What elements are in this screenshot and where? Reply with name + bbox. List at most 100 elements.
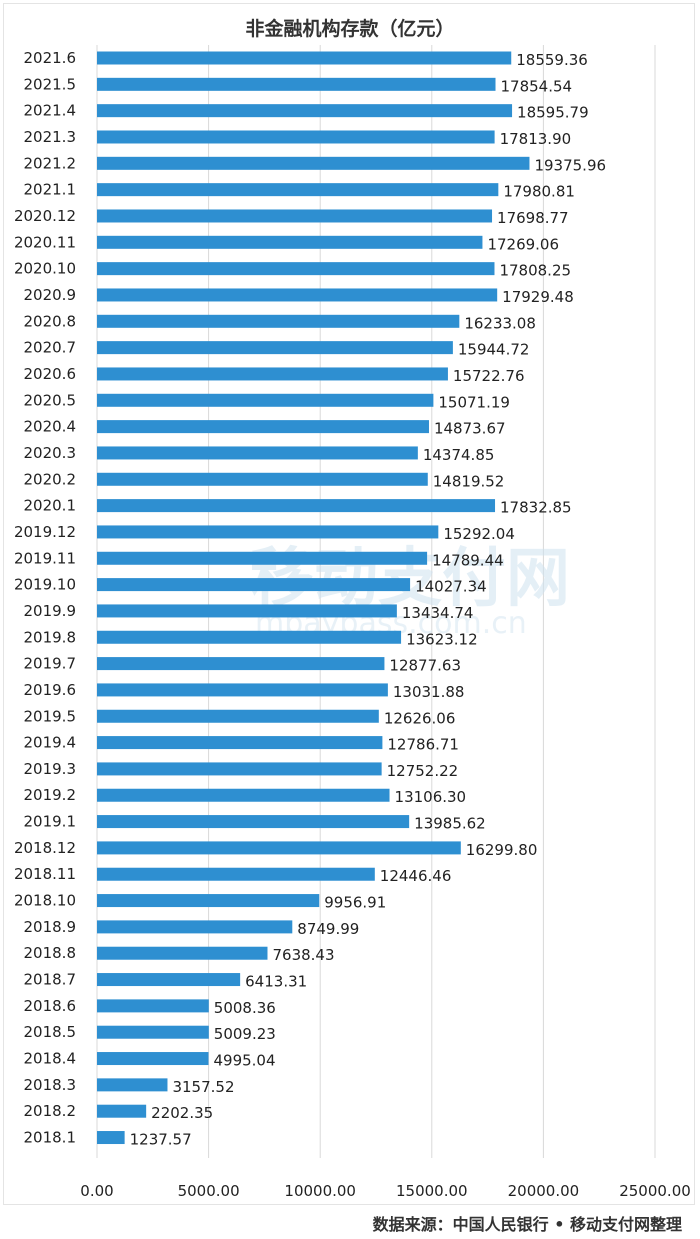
category-label: 2018.5 xyxy=(24,1023,77,1041)
category-label: 2019.10 xyxy=(14,576,76,594)
value-label: 15071.19 xyxy=(438,393,510,411)
x-tick-labels: 0.00 5000.00 10000.00 15000.00 20000.00 25000… xyxy=(80,1182,690,1200)
category-label: 2019.7 xyxy=(24,655,77,673)
x-tick-label: 0.00 xyxy=(80,1182,113,1200)
value-label: 12877.63 xyxy=(389,657,461,675)
bar xyxy=(97,815,410,829)
bar xyxy=(97,1104,147,1118)
x-tick-label: 5000.00 xyxy=(178,1182,240,1200)
category-label: 2018.11 xyxy=(14,865,76,883)
category-label: 2019.11 xyxy=(14,549,76,567)
bar xyxy=(97,499,496,513)
value-label: 18595.79 xyxy=(517,104,589,122)
bar xyxy=(97,946,268,960)
bar xyxy=(97,183,499,197)
value-label: 16233.08 xyxy=(464,314,536,332)
category-label: 2019.3 xyxy=(24,760,77,778)
category-labels: 2021.6 2021.5 2021.4 2021.3 2021.2 2021.1 2020… xyxy=(14,49,76,1147)
category-label: 2020.1 xyxy=(24,497,77,515)
value-label: 9956.91 xyxy=(324,894,386,912)
bar xyxy=(97,367,448,381)
value-label: 15722.76 xyxy=(453,367,525,385)
x-tick-label: 20000.00 xyxy=(508,1182,580,1200)
bar xyxy=(97,525,439,539)
value-label: 17929.48 xyxy=(502,288,574,306)
value-label: 17813.90 xyxy=(500,130,572,148)
category-label: 2021.4 xyxy=(24,102,77,120)
category-label: 2019.6 xyxy=(24,681,77,699)
value-label: 17698.77 xyxy=(497,209,569,227)
bar xyxy=(97,156,530,170)
value-labels: 18559.36 17854.54 18595.79 17813.90 19375.96… xyxy=(130,51,606,1149)
category-label: 2019.8 xyxy=(24,628,77,646)
bar xyxy=(97,314,460,328)
x-tick-label: 15000.00 xyxy=(396,1182,468,1200)
category-label: 2020.8 xyxy=(24,312,77,330)
category-label: 2020.9 xyxy=(24,286,77,304)
bar xyxy=(97,894,320,908)
value-label: 5009.23 xyxy=(214,1025,276,1043)
value-label: 7638.43 xyxy=(272,946,334,964)
bars xyxy=(97,51,530,1145)
value-label: 13031.88 xyxy=(393,683,465,701)
bar xyxy=(97,1131,125,1145)
bar xyxy=(97,1025,209,1039)
bar xyxy=(97,77,496,91)
bar xyxy=(97,393,434,407)
x-tick-label: 25000.00 xyxy=(619,1182,691,1200)
value-label: 15292.04 xyxy=(443,525,515,543)
value-label: 12786.71 xyxy=(387,736,459,754)
value-label: 18559.36 xyxy=(516,51,588,69)
grid-lines xyxy=(96,45,656,1158)
value-label: 17808.25 xyxy=(499,262,571,280)
bar xyxy=(97,999,209,1013)
value-label: 2202.35 xyxy=(151,1104,213,1122)
bar xyxy=(97,604,397,618)
bar xyxy=(97,104,513,118)
bar xyxy=(97,657,385,671)
category-label: 2019.12 xyxy=(14,523,76,541)
category-label: 2018.9 xyxy=(24,918,77,936)
category-label: 2018.3 xyxy=(24,1076,77,1094)
bar xyxy=(97,420,429,434)
value-label: 13434.74 xyxy=(402,604,474,622)
category-label: 2020.10 xyxy=(14,260,76,278)
category-label: 2018.12 xyxy=(14,839,76,857)
bar xyxy=(97,762,382,776)
category-label: 2021.3 xyxy=(24,128,77,146)
value-label: 5008.36 xyxy=(214,999,276,1017)
bar xyxy=(97,630,402,644)
category-label: 2020.11 xyxy=(14,233,76,251)
category-label: 2018.1 xyxy=(24,1129,77,1147)
value-label: 3157.52 xyxy=(172,1078,234,1096)
category-label: 2019.9 xyxy=(24,602,77,620)
category-label: 2020.4 xyxy=(24,418,77,436)
category-label: 2018.8 xyxy=(24,944,77,962)
value-label: 14027.34 xyxy=(415,578,487,596)
bar xyxy=(97,736,383,750)
value-label: 14789.44 xyxy=(432,551,504,569)
bar xyxy=(97,551,428,565)
value-label: 17854.54 xyxy=(501,77,573,95)
source-note: 数据来源：中国人民银行 • 移动支付网整理 xyxy=(372,1215,682,1234)
category-label: 2020.2 xyxy=(24,470,77,488)
value-label: 17980.81 xyxy=(503,183,575,201)
bar xyxy=(97,51,512,65)
bar xyxy=(97,683,388,697)
category-label: 2018.10 xyxy=(14,892,76,910)
value-label: 14873.67 xyxy=(434,420,506,438)
bar xyxy=(97,1052,209,1066)
value-label: 4995.04 xyxy=(213,1052,275,1070)
value-label: 13623.12 xyxy=(406,630,478,648)
bar xyxy=(97,235,483,249)
x-tick-label: 10000.00 xyxy=(284,1182,356,1200)
bar xyxy=(97,578,411,592)
category-label: 2018.2 xyxy=(24,1102,77,1120)
value-label: 16299.80 xyxy=(466,841,538,859)
value-label: 12446.46 xyxy=(380,867,452,885)
category-label: 2019.5 xyxy=(24,707,77,725)
category-label: 2021.1 xyxy=(24,181,77,199)
bar xyxy=(97,209,493,223)
value-label: 1237.57 xyxy=(130,1131,192,1149)
value-label: 15944.72 xyxy=(458,341,530,359)
